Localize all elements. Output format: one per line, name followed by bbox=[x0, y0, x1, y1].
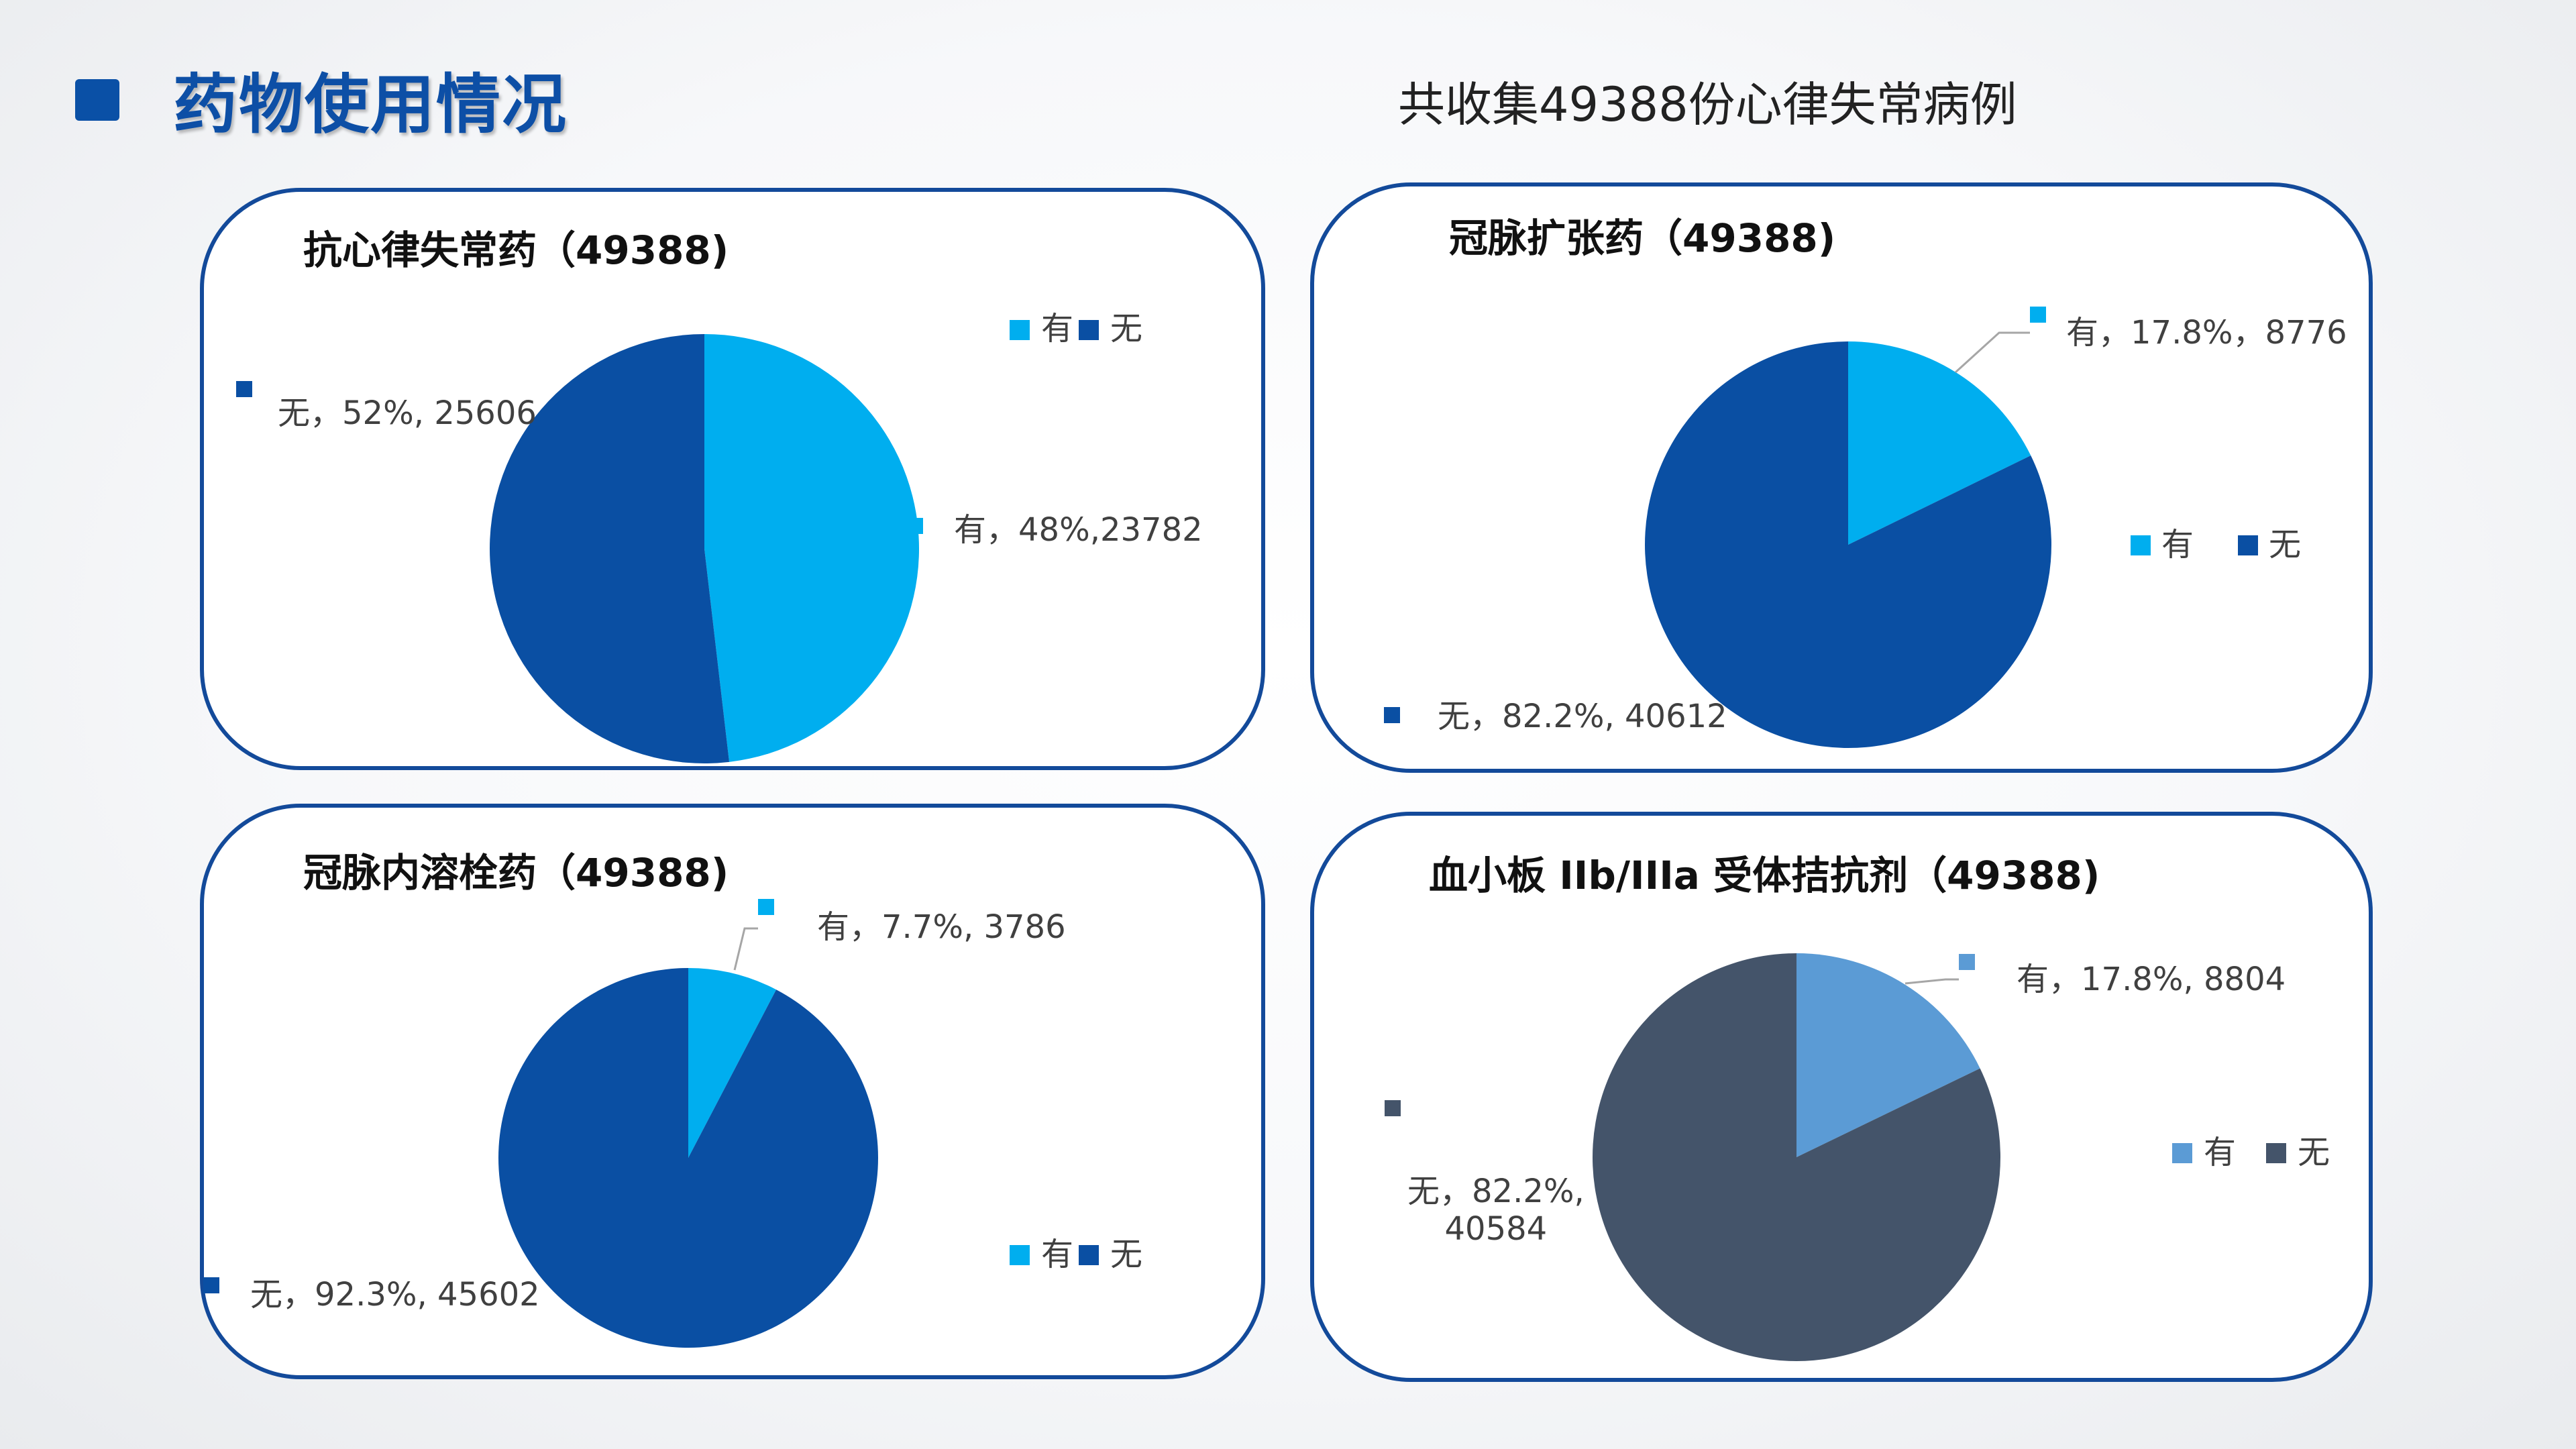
legend-swatch-no bbox=[1079, 320, 1099, 340]
legend-label-no: 无 bbox=[1110, 1236, 1143, 1273]
data-label-marker-no bbox=[1385, 1100, 1401, 1116]
leader-line bbox=[1954, 331, 2030, 374]
pie-slice-no bbox=[1593, 953, 2001, 1362]
title-bullet-square bbox=[75, 79, 119, 121]
data-label-marker-no bbox=[236, 381, 252, 397]
legend-swatch-yes bbox=[1010, 320, 1030, 340]
data-label-no: 无，82.2%, 40584 bbox=[1407, 1173, 1585, 1248]
legend-label-yes: 有 bbox=[1041, 1236, 1074, 1273]
data-label-no: 无，82.2%, 40612 bbox=[1438, 698, 1727, 735]
data-label-no: 无，52%, 25606 bbox=[278, 394, 537, 432]
page-title: 药物使用情况 bbox=[173, 67, 568, 142]
data-label-marker-yes bbox=[907, 518, 923, 534]
legend-swatch-no bbox=[2266, 1143, 2286, 1163]
legend-swatch-no bbox=[1079, 1245, 1099, 1265]
legend-swatch-yes bbox=[1010, 1245, 1030, 1265]
data-label-marker-yes bbox=[1959, 954, 1975, 970]
chart-title: 血小板 IIb/IIIa 受体拮抗剂（49388) bbox=[1429, 853, 2100, 898]
chart-title: 冠脉内溶栓药（49388) bbox=[303, 850, 729, 896]
legend-swatch-yes bbox=[2172, 1143, 2192, 1163]
pie-slice-yes bbox=[1796, 953, 1980, 1157]
leader-line bbox=[1904, 978, 1959, 985]
legend-label-yes: 有 bbox=[1041, 310, 1074, 347]
data-label-yes: 有，48%,23782 bbox=[954, 511, 1203, 549]
data-label-marker-no bbox=[1384, 707, 1400, 723]
chart-title: 抗心律失常药（49388) bbox=[303, 227, 729, 273]
leader-line bbox=[733, 927, 758, 971]
data-label-yes: 有，7.7%, 3786 bbox=[817, 908, 1066, 946]
legend-swatch-no bbox=[2238, 535, 2258, 555]
pie-slice-yes bbox=[1848, 341, 2031, 545]
legend-swatch-yes bbox=[2131, 535, 2151, 555]
data-label-marker-yes bbox=[2030, 307, 2046, 323]
page-subtitle: 共收集49388份心律失常病例 bbox=[1398, 77, 2017, 132]
legend-label-yes: 有 bbox=[2161, 526, 2194, 564]
legend-label-yes: 有 bbox=[2204, 1134, 2237, 1171]
legend-label-no: 无 bbox=[1110, 310, 1143, 347]
chart-title: 冠脉扩张药（49388) bbox=[1449, 215, 1836, 261]
pie-slice-no bbox=[498, 968, 878, 1348]
pie-slice-yes bbox=[688, 968, 777, 1158]
legend-label-no: 无 bbox=[2298, 1134, 2330, 1171]
data-label-yes: 有，17.8%，8776 bbox=[2066, 314, 2347, 352]
pie-slice-no bbox=[1645, 341, 2052, 748]
data-label-yes: 有，17.8%, 8804 bbox=[2017, 961, 2286, 998]
data-label-no: 无，92.3%, 45602 bbox=[250, 1276, 540, 1313]
data-label-marker-no bbox=[203, 1277, 219, 1293]
legend-label-no: 无 bbox=[2269, 526, 2302, 564]
pie-slice-yes bbox=[704, 334, 920, 762]
pie-slice-no bbox=[490, 334, 730, 763]
data-label-marker-yes bbox=[758, 899, 774, 915]
